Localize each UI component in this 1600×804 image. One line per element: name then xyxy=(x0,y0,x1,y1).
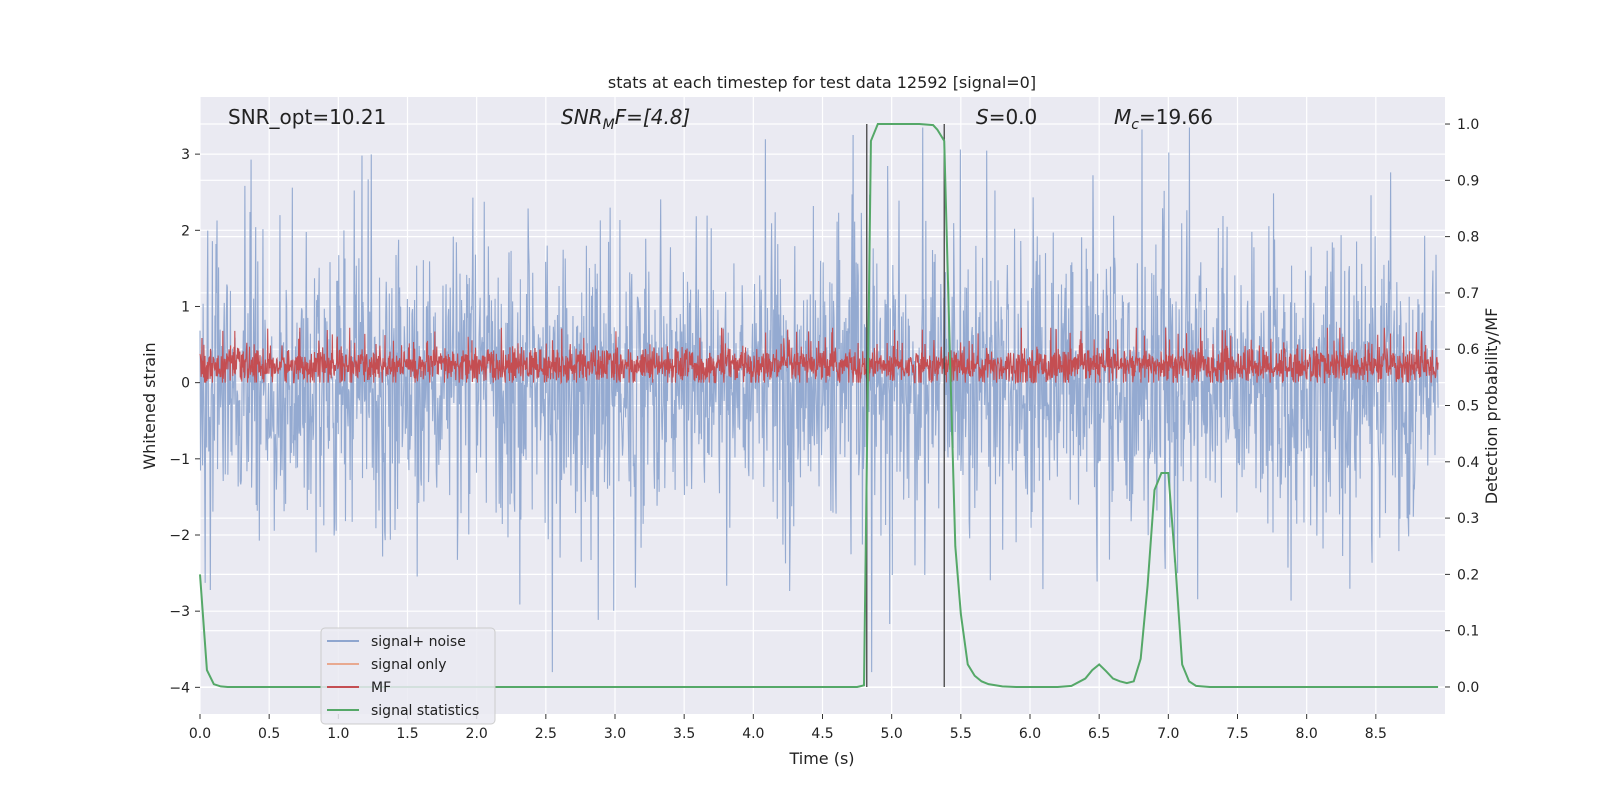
annotation-s: S=0.0 xyxy=(976,105,1037,129)
x-tick-label: 7.5 xyxy=(1226,726,1248,742)
y-right-tick-label: 0.1 xyxy=(1457,624,1479,640)
legend-label-signal-noise: signal+ noise xyxy=(371,634,466,650)
annotation-s-rest: =0.0 xyxy=(989,105,1038,129)
y-right-tick-label: 0.8 xyxy=(1457,230,1479,246)
x-tick-label: 3.5 xyxy=(673,726,695,742)
x-tick-label: 7.0 xyxy=(1157,726,1179,742)
annotation-mc-rest: =19.66 xyxy=(1139,105,1213,129)
y-right-tick-label: 0.7 xyxy=(1457,286,1479,302)
x-tick-label: 5.0 xyxy=(881,726,903,742)
y-right-tick-label: 0.0 xyxy=(1457,680,1479,696)
chart-title: stats at each timestep for test data 125… xyxy=(608,73,1036,92)
y-right-tick-label: 0.6 xyxy=(1457,342,1479,358)
legend: signal+ noise signal only MF signal stat… xyxy=(320,627,496,725)
y-right-tick-label: 1.0 xyxy=(1457,117,1479,133)
x-tick-label: 8.0 xyxy=(1296,726,1318,742)
y-left-tick-label: −2 xyxy=(169,528,190,544)
legend-box xyxy=(320,627,496,725)
y-right-tick-label: 0.3 xyxy=(1457,511,1479,527)
x-tick-label: 4.5 xyxy=(811,726,833,742)
annotation-snr-mf-rest: F=[4.8] xyxy=(615,105,691,129)
y-left-tick-label: 2 xyxy=(181,223,190,239)
y-left-tick-label: 1 xyxy=(181,299,190,315)
x-tick-label: 2.5 xyxy=(535,726,557,742)
y-right-tick-label: 0.4 xyxy=(1457,455,1479,471)
y-left-tick-label: −1 xyxy=(169,452,190,468)
signal-statistics-line xyxy=(199,123,1439,688)
annotation-snr-mf: SNRMF=[4.8] xyxy=(561,105,690,133)
annotation-mc-sub: c xyxy=(1131,117,1139,133)
y-axis-left-label: Whitened strain xyxy=(140,342,159,469)
y-left-tick-label: −4 xyxy=(169,680,190,696)
legend-label-signal-statistics: signal statistics xyxy=(371,703,479,719)
x-tick-label: 2.0 xyxy=(466,726,488,742)
x-tick-label: 5.5 xyxy=(950,726,972,742)
mf-line xyxy=(199,327,1439,385)
x-tick-label: 6.0 xyxy=(1019,726,1041,742)
annotation-snr-mf-sub: M xyxy=(603,117,615,133)
x-tick-label: 0.0 xyxy=(189,726,211,742)
signal-noise-line xyxy=(199,127,1439,673)
x-axis-label: Time (s) xyxy=(788,749,854,768)
x-tick-label: 1.0 xyxy=(327,726,349,742)
x-tick-label: 0.5 xyxy=(258,726,280,742)
y-left-tick-label: 3 xyxy=(181,147,190,163)
x-tick-label: 3.0 xyxy=(604,726,626,742)
legend-label-signal-only: signal only xyxy=(371,657,446,673)
x-tick-label: 4.0 xyxy=(742,726,764,742)
y-left-tick-label: 0 xyxy=(181,376,190,392)
annotation-snr-opt: SNR_opt=10.21 xyxy=(228,105,386,129)
y-right-tick-label: 0.2 xyxy=(1457,567,1479,583)
y-left-tick-label: −3 xyxy=(169,604,190,620)
x-tick-label: 1.5 xyxy=(396,726,418,742)
annotation-snr-mf-label: SNR xyxy=(561,105,603,129)
annotation-s-label: S xyxy=(976,105,989,129)
annotation-mc: Mc=19.66 xyxy=(1114,105,1213,133)
y-right-tick-label: 0.5 xyxy=(1457,399,1479,415)
mf-series xyxy=(199,327,1439,385)
signal-noise-series xyxy=(199,127,1439,673)
signal-statistics-series xyxy=(199,123,1439,688)
legend-label-mf: MF xyxy=(371,680,391,696)
x-tick-label: 6.5 xyxy=(1088,726,1110,742)
tick-labels: 0.0 0.5 1.0 1.5 2.0 2.5 3.0 3.5 4.0 4.5 5.0 5.5 6.0 6… xyxy=(169,117,1479,742)
y-axis-right-label: Detection probability/MF xyxy=(1482,308,1501,505)
annotation-mc-label: M xyxy=(1114,105,1131,129)
x-tick-label: 8.5 xyxy=(1365,726,1387,742)
y-right-tick-label: 0.9 xyxy=(1457,173,1479,189)
